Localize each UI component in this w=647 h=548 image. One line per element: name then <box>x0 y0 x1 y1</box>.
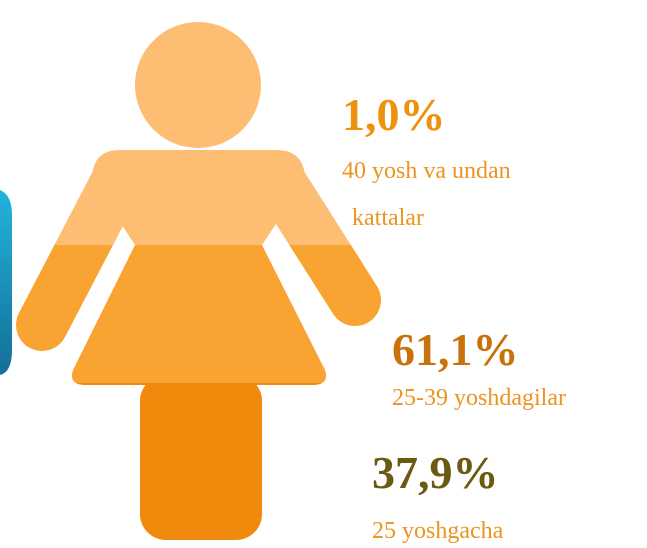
label: kattalar <box>352 205 424 231</box>
label: 25-39 yoshdagilar <box>392 385 566 411</box>
value-label: 61,1% <box>392 324 519 375</box>
label: 25 yoshgacha <box>372 518 504 544</box>
value-label: 1,0% <box>342 89 446 140</box>
value-label: 37,9% <box>372 447 499 498</box>
female-figure <box>0 0 400 548</box>
label: 40 yosh va undan <box>342 158 511 184</box>
